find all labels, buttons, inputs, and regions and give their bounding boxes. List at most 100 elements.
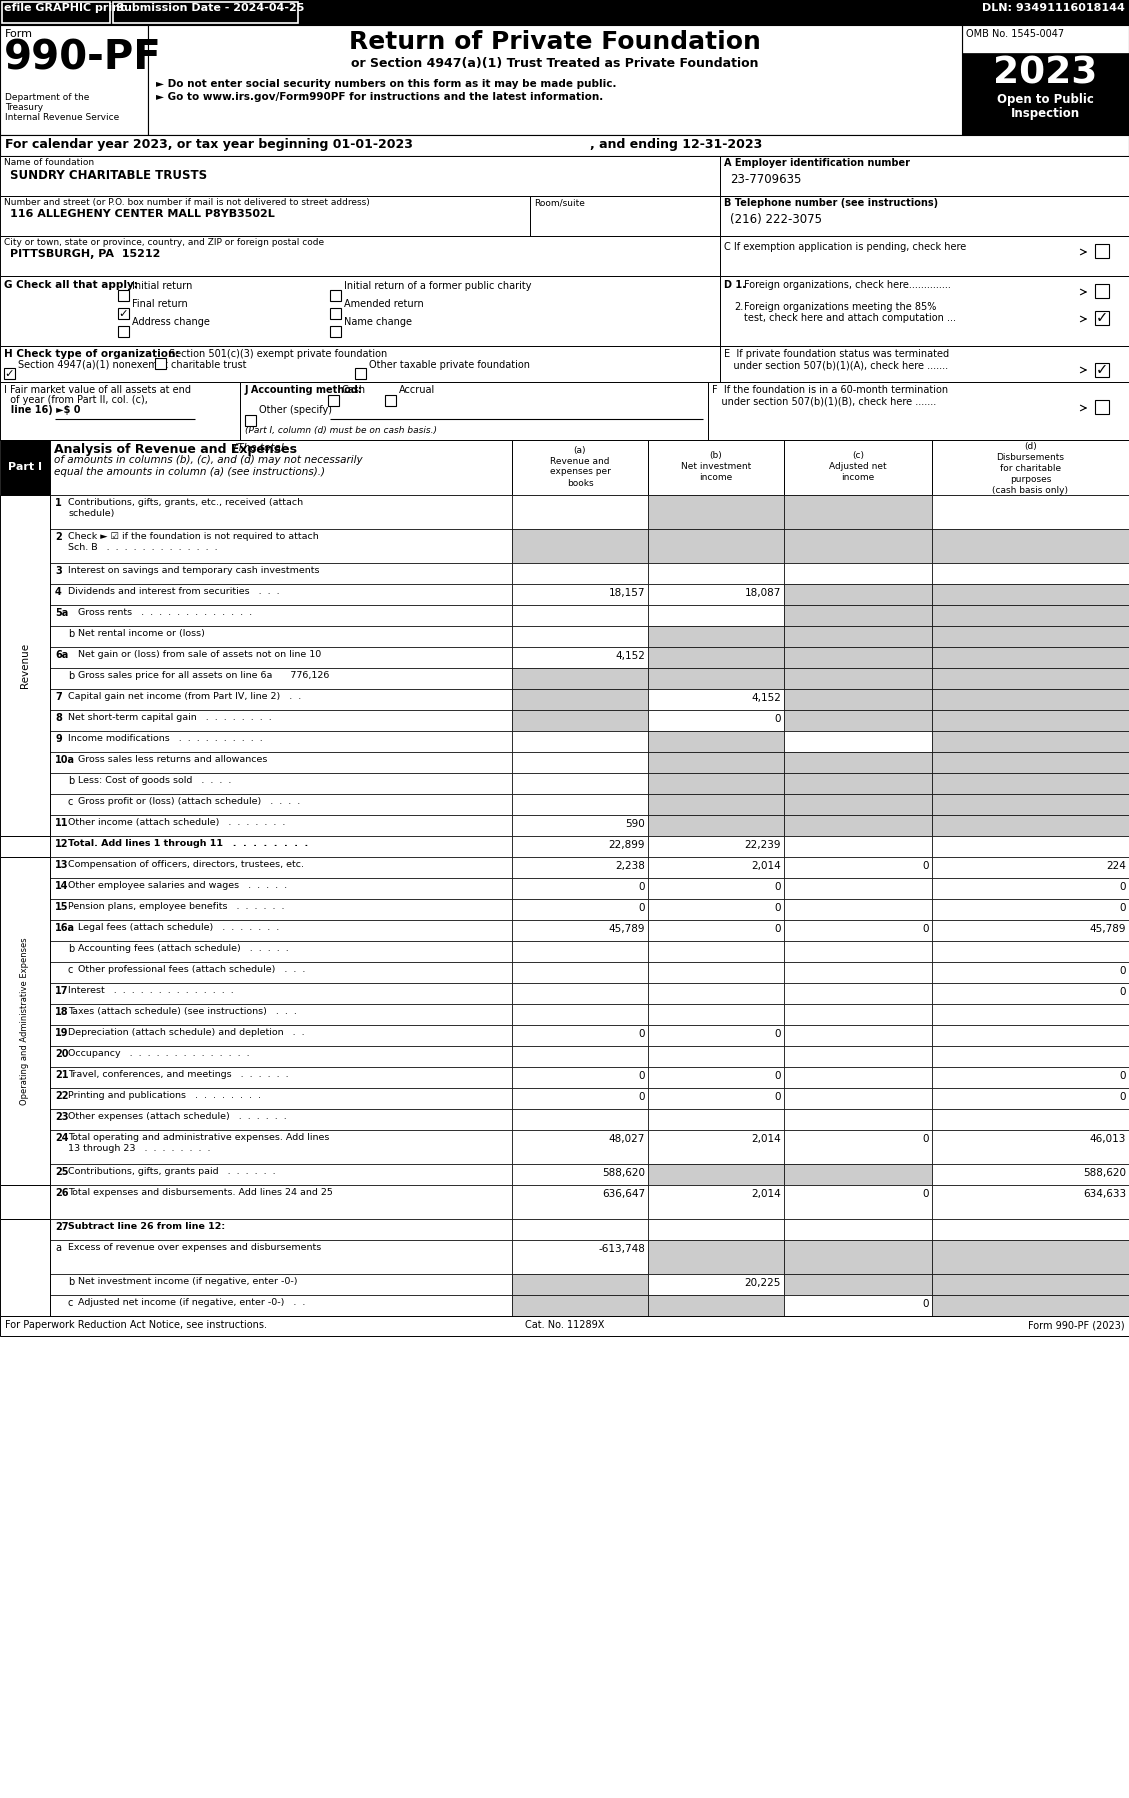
Text: 2023: 2023: [994, 56, 1097, 92]
Bar: [784, 529, 933, 563]
Text: Net rental income or (loss): Net rental income or (loss): [78, 629, 204, 638]
Bar: [784, 669, 933, 689]
Bar: [511, 836, 648, 858]
Text: Other taxable private foundation: Other taxable private foundation: [369, 360, 530, 370]
Bar: [0, 156, 720, 196]
Bar: [50, 689, 511, 710]
Bar: [784, 1241, 933, 1275]
Text: Total expenses and disbursements. Add lines 24 and 25: Total expenses and disbursements. Add li…: [68, 1188, 333, 1197]
Bar: [511, 1109, 648, 1129]
Text: Name change: Name change: [344, 316, 412, 327]
Text: b: b: [68, 777, 75, 786]
Text: 0: 0: [774, 1091, 781, 1102]
Bar: [933, 604, 1129, 626]
Bar: [648, 836, 784, 858]
Bar: [50, 877, 511, 899]
Text: Room/suite: Room/suite: [534, 198, 585, 207]
Text: 0: 0: [1120, 903, 1126, 913]
Text: Inspection: Inspection: [1010, 108, 1080, 120]
Text: A Employer identification number: A Employer identification number: [724, 158, 910, 167]
Text: Interest   .  .  .  .  .  .  .  .  .  .  .  .  .  .: Interest . . . . . . . . . . . . . .: [68, 985, 234, 994]
Bar: [648, 1046, 784, 1066]
Bar: [2, 2, 110, 23]
Bar: [648, 563, 784, 584]
Bar: [784, 1219, 933, 1241]
Text: 0: 0: [639, 903, 645, 913]
Bar: [50, 1088, 511, 1109]
Text: H Check type of organization:: H Check type of organization:: [5, 349, 180, 360]
Bar: [784, 752, 933, 773]
Text: 0: 0: [774, 714, 781, 725]
Text: 9: 9: [55, 734, 62, 744]
Bar: [0, 345, 720, 381]
Bar: [784, 921, 933, 940]
Bar: [50, 494, 511, 529]
Text: 18,087: 18,087: [745, 588, 781, 599]
Bar: [784, 1295, 933, 1316]
Text: of year (from Part II, col. (c),: of year (from Part II, col. (c),: [5, 396, 148, 405]
Text: Check ► ☑ if the foundation is not required to attach: Check ► ☑ if the foundation is not requi…: [68, 532, 318, 541]
Bar: [720, 345, 1129, 381]
Bar: [933, 669, 1129, 689]
Bar: [648, 940, 784, 962]
Text: 590: 590: [625, 820, 645, 829]
Bar: [511, 710, 648, 732]
Bar: [933, 1088, 1129, 1109]
Bar: [511, 858, 648, 877]
Text: Interest on savings and temporary cash investments: Interest on savings and temporary cash i…: [68, 566, 320, 575]
Bar: [0, 1316, 1129, 1336]
Bar: [50, 647, 511, 669]
Text: ✓: ✓: [1096, 311, 1109, 325]
Text: 0: 0: [1120, 883, 1126, 892]
Text: 24: 24: [55, 1133, 69, 1144]
Bar: [1095, 311, 1109, 325]
Text: For calendar year 2023, or tax year beginning 01-01-2023: For calendar year 2023, or tax year begi…: [5, 138, 413, 151]
Bar: [50, 626, 511, 647]
Bar: [50, 1046, 511, 1066]
Text: 0: 0: [639, 1091, 645, 1102]
Text: Operating and Administrative Expenses: Operating and Administrative Expenses: [20, 937, 29, 1104]
Bar: [50, 732, 511, 752]
Bar: [933, 1109, 1129, 1129]
Bar: [50, 1185, 511, 1219]
Text: 4: 4: [55, 586, 62, 597]
Bar: [648, 1185, 784, 1219]
Text: 17: 17: [55, 985, 69, 996]
Text: 3: 3: [55, 566, 62, 575]
Bar: [648, 1003, 784, 1025]
Bar: [113, 2, 298, 23]
Text: 634,633: 634,633: [1083, 1188, 1126, 1199]
Bar: [720, 196, 1129, 236]
Bar: [648, 858, 784, 877]
Bar: [933, 494, 1129, 529]
Bar: [0, 1185, 50, 1219]
Text: Other (specify): Other (specify): [259, 405, 332, 415]
Bar: [933, 1275, 1129, 1295]
Bar: [784, 814, 933, 836]
Text: Gross rents   .  .  .  .  .  .  .  .  .  .  .  .  .: Gross rents . . . . . . . . . . . . .: [78, 608, 252, 617]
Bar: [648, 1163, 784, 1185]
Text: (d): (d): [1024, 442, 1036, 451]
Text: Capital gain net income (from Part IV, line 2)   .  .: Capital gain net income (from Part IV, l…: [68, 692, 301, 701]
Bar: [50, 584, 511, 604]
Text: c: c: [68, 797, 73, 807]
Bar: [511, 773, 648, 795]
Text: Net investment income (if negative, enter -0-): Net investment income (if negative, ente…: [78, 1277, 298, 1286]
Bar: [784, 584, 933, 604]
Bar: [119, 325, 129, 336]
Bar: [5, 369, 15, 379]
Bar: [933, 584, 1129, 604]
Text: 1: 1: [55, 498, 62, 509]
Bar: [511, 529, 648, 563]
Text: 0: 0: [922, 1298, 929, 1309]
Text: Pension plans, employee benefits   .  .  .  .  .  .: Pension plans, employee benefits . . . .…: [68, 903, 285, 912]
Bar: [50, 1129, 511, 1163]
Text: 6a: 6a: [55, 651, 68, 660]
Text: OMB No. 1545-0047: OMB No. 1545-0047: [966, 29, 1065, 40]
Bar: [648, 647, 784, 669]
Text: Contributions, gifts, grants, etc., received (attach: Contributions, gifts, grants, etc., rece…: [68, 498, 303, 507]
Bar: [648, 1241, 784, 1275]
Text: equal the amounts in column (a) (see instructions).): equal the amounts in column (a) (see ins…: [54, 467, 325, 476]
Text: Travel, conferences, and meetings   .  .  .  .  .  .: Travel, conferences, and meetings . . . …: [68, 1070, 289, 1079]
Bar: [511, 494, 648, 529]
